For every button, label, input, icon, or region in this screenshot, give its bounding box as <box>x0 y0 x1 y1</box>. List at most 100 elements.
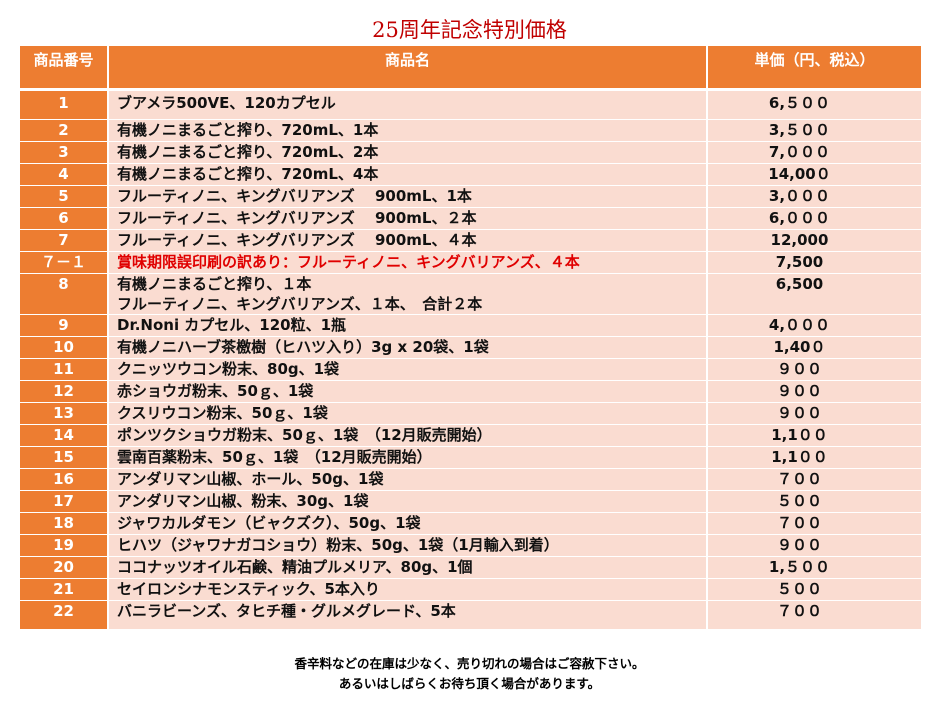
item-name: ブアメラ500VE、120カプセル <box>107 89 707 120</box>
table-row: 20 ココナッツオイル石鹸、精油プルメリア、80g、1個 1,５００ <box>20 556 921 579</box>
item-number: 11 <box>20 358 108 381</box>
table-row: 19 ヒハツ（ジャワナガコショウ）粉末、50g、1袋（1月輸入到着） ９００ <box>20 534 921 557</box>
item-number: 21 <box>20 578 108 601</box>
item-price: ７００ <box>706 468 921 491</box>
table-row: 10 有機ノニハーブ茶檄樹（ヒハツ入り）3g x 20袋、1袋 1,40０ <box>20 336 921 359</box>
item-name: 有機ノニまるごと搾り、720mL、4本 <box>107 163 707 186</box>
item-name: ポンツクショウガ粉末、50ｇ、1袋 （12月販売開始） <box>107 424 707 447</box>
item-price: 4,０００ <box>706 314 921 337</box>
column-header: 単価（円、税込） <box>706 46 921 91</box>
item-number: 7 <box>20 229 108 252</box>
item-number: 1 <box>20 89 108 120</box>
item-price: ９００ <box>706 402 921 425</box>
item-name: フルーティノニ、キングバリアンズ 900mL、1本 <box>107 185 707 208</box>
item-price: 1,40０ <box>706 336 921 359</box>
item-name: ヒハツ（ジャワナガコショウ）粉末、50g、1袋（1月輸入到着） <box>107 534 707 557</box>
item-name: クスリウコン粉末、50ｇ、1袋 <box>107 402 707 425</box>
item-number: 22 <box>20 600 108 629</box>
item-price: 1,1００ <box>706 446 921 469</box>
item-price: ９００ <box>706 358 921 381</box>
item-price: 3,５００ <box>706 119 921 142</box>
note-line: あるいはしばらくお待ち頂く場合があります。 <box>338 676 601 691</box>
item-number: 13 <box>20 402 108 425</box>
item-name: 有機ノニまるごと搾り、720mL、2本 <box>107 141 707 164</box>
item-number: ７－１ <box>20 251 108 274</box>
item-name: 有機ノニまるごと搾り、１本フルーティノニ、キングバリアンズ、１本、 合計２本 <box>107 273 707 315</box>
item-number: 15 <box>20 446 108 469</box>
item-name: アンダリマン山椒、ホール、50g、1袋 <box>107 468 707 491</box>
item-price: 6,０００ <box>706 207 921 230</box>
table-row: 17 アンダリマン山椒、粉末、30g、1袋 ５００ <box>20 490 921 513</box>
item-number: 3 <box>20 141 108 164</box>
header-row: 商品番号 商品名 単価（円、税込） <box>20 46 921 91</box>
table-row: 3 有機ノニまるごと搾り、720mL、2本 7,０００ <box>20 141 921 164</box>
item-number: 17 <box>20 490 108 513</box>
table-row: 14 ポンツクショウガ粉末、50ｇ、1袋 （12月販売開始） 1,1００ <box>20 424 921 447</box>
item-number: 10 <box>20 336 108 359</box>
item-name: ジャワカルダモン（ビャクズク）、50g、1袋 <box>107 512 707 535</box>
item-name: クニッツウコン粉末、80g、1袋 <box>107 358 707 381</box>
item-name: 雲南百薬粉末、50ｇ、1袋 （12月販売開始） <box>107 446 707 469</box>
table-row: 11 クニッツウコン粉末、80g、1袋 ９００ <box>20 358 921 381</box>
item-number: 2 <box>20 119 108 142</box>
item-name: ココナッツオイル石鹸、精油プルメリア、80g、1個 <box>107 556 707 579</box>
table-row: 21 セイロンシナモンスティック、5本入り ５００ <box>20 578 921 601</box>
table-row: 18 ジャワカルダモン（ビャクズク）、50g、1袋 ７００ <box>20 512 921 535</box>
item-price: 12,000 <box>706 229 921 252</box>
table-row: 7 フルーティノニ、キングバリアンズ 900mL、４本 12,000 <box>20 229 921 252</box>
table-row: 5 フルーティノニ、キングバリアンズ 900mL、1本 3,０００ <box>20 185 921 208</box>
item-price: ９００ <box>706 534 921 557</box>
item-name: 赤ショウガ粉末、50ｇ、1袋 <box>107 380 707 403</box>
item-number: 6 <box>20 207 108 230</box>
item-price: ９００ <box>706 380 921 403</box>
column-header: 商品番号 <box>20 46 108 91</box>
table-row: ７－１ 賞味期限誤印刷の訳あり：フルーティノニ、キングバリアンズ、４本 7,500 <box>20 251 921 274</box>
item-name: フルーティノニ、キングバリアンズ 900mL、２本 <box>107 207 707 230</box>
table-row: 8 有機ノニまるごと搾り、１本 フルーティノニ、キングバリアンズ、１本、 合計２本 6… <box>20 273 921 315</box>
item-number: 9 <box>20 314 108 337</box>
item-number: 4 <box>20 163 108 186</box>
item-number: 12 <box>20 380 108 403</box>
item-name: セイロンシナモンスティック、5本入り <box>107 578 707 601</box>
table-row: 9 Dr.Noni カプセル、120粒、1瓶 4,０００ <box>20 314 921 337</box>
table-row: 2 有機ノニまるごと搾り、720mL、1本 3,５００ <box>20 119 921 142</box>
table-row: 13 クスリウコン粉末、50ｇ、1袋 ９００ <box>20 402 921 425</box>
item-number: 8 <box>20 273 108 315</box>
item-price: ５００ <box>706 490 921 513</box>
item-price: ７００ <box>706 600 921 629</box>
item-price: 6,５００ <box>706 89 921 120</box>
item-number: 5 <box>20 185 108 208</box>
table-row: 16 アンダリマン山椒、ホール、50g、1袋 ７００ <box>20 468 921 491</box>
item-price: 3,０００ <box>706 185 921 208</box>
item-name: バニラビーンズ、タヒチ種・グルメグレード、5本 <box>107 600 707 629</box>
table-row: 22 バニラビーンズ、タヒチ種・グルメグレード、5本 ７００ <box>20 600 921 629</box>
item-price: ７００ <box>706 512 921 535</box>
item-name: アンダリマン山椒、粉末、30g、1袋 <box>107 490 707 513</box>
item-name: 有機ノニハーブ茶檄樹（ヒハツ入り）3g x 20袋、1袋 <box>107 336 707 359</box>
item-name-line: フルーティノニ、キングバリアンズ、１本、 合計２本 <box>117 295 483 313</box>
table-row: 6 フルーティノニ、キングバリアンズ 900mL、２本 6,０００ <box>20 207 921 230</box>
item-name-line: 有機ノニまるごと搾り、１本 <box>117 275 312 293</box>
item-name: 賞味期限誤印刷の訳あり：フルーティノニ、キングバリアンズ、４本 <box>107 251 707 274</box>
item-price: 1,５００ <box>706 556 921 579</box>
item-name: フルーティノニ、キングバリアンズ 900mL、４本 <box>107 229 707 252</box>
item-number: 19 <box>20 534 108 557</box>
item-name: Dr.Noni カプセル、120粒、1瓶 <box>107 314 707 337</box>
item-price: 7,500 <box>706 251 921 274</box>
table-row: 4 有機ノニまるごと搾り、720mL、4本 14,00０ <box>20 163 921 186</box>
title: 25周年記念特別価格 <box>372 18 567 42</box>
item-price: 6,500 <box>706 273 921 315</box>
item-price: 14,00０ <box>706 163 921 186</box>
item-number: 14 <box>20 424 108 447</box>
table-row: 15 雲南百薬粉末、50ｇ、1袋 （12月販売開始） 1,1００ <box>20 446 921 469</box>
note-line: 香辛料などの在庫は少なく、売り切れの場合はご容赦下さい。 <box>294 656 645 671</box>
table-row: 12 赤ショウガ粉末、50ｇ、1袋 ９００ <box>20 380 921 403</box>
price-table: 商品番号 商品名 単価（円、税込） 1 ブアメラ500VE、120カプセル 6,５０… <box>20 46 921 629</box>
table-row: 1 ブアメラ500VE、120カプセル 6,５００ <box>20 89 921 120</box>
item-price: 7,０００ <box>706 141 921 164</box>
item-price: ５００ <box>706 578 921 601</box>
item-number: 20 <box>20 556 108 579</box>
item-number: 18 <box>20 512 108 535</box>
column-header: 商品名 <box>107 46 707 91</box>
